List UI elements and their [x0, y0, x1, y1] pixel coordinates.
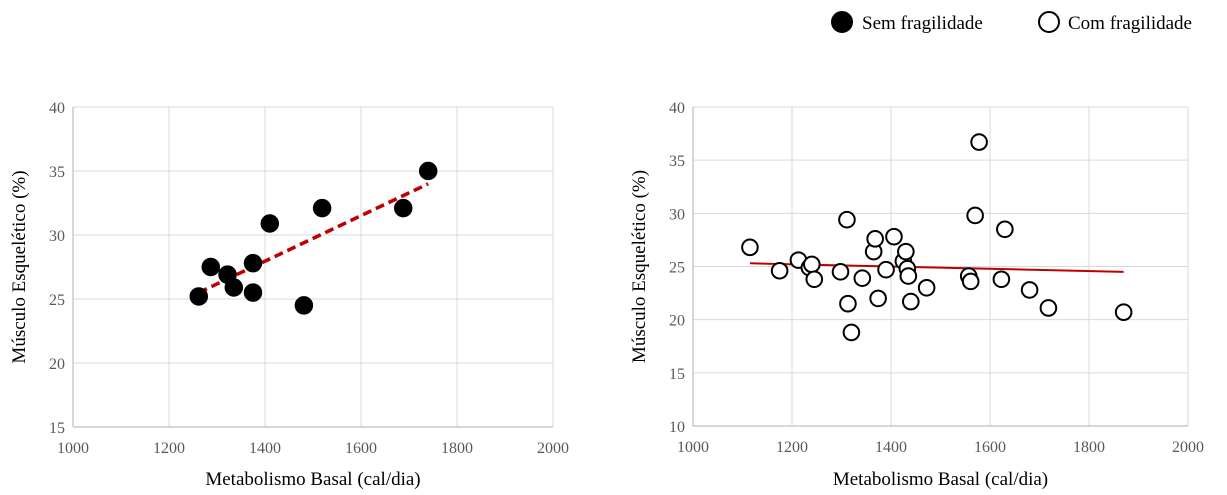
- x-tick-label: 1200: [153, 440, 185, 457]
- y-tick-label: 15: [49, 420, 65, 437]
- y-tick-label: 10: [669, 419, 685, 436]
- data-point: [312, 198, 332, 218]
- data-point: [770, 261, 789, 280]
- data-point: [966, 206, 984, 225]
- data-point: [877, 260, 895, 279]
- data-point: [897, 242, 915, 261]
- data-point: [243, 283, 263, 302]
- x-tick-label: 1600: [345, 440, 377, 457]
- data-point: [741, 238, 759, 257]
- y-tick-label: 20: [49, 356, 65, 373]
- x-tick-label: 1000: [57, 440, 89, 457]
- data-point: [869, 289, 887, 308]
- data-point: [996, 220, 1014, 239]
- data-point: [917, 278, 936, 297]
- trendline: [198, 182, 429, 295]
- data-point: [418, 161, 438, 181]
- legend-marker-com-fragilidade: [1038, 11, 1060, 33]
- legend: Sem fragilidade Com fragilidade: [831, 11, 1192, 34]
- x-tick-label: 1600: [974, 439, 1006, 456]
- data-point: [831, 263, 850, 281]
- data-point: [1020, 281, 1039, 299]
- y-tick-label: 25: [49, 292, 65, 309]
- x-tick-label: 1000: [677, 439, 709, 456]
- y-tick-label: 15: [669, 366, 685, 383]
- data-point: [866, 230, 884, 248]
- data-point: [992, 270, 1011, 289]
- legend-marker-sem-fragilidade: [831, 11, 853, 33]
- x-tick-label: 1400: [249, 440, 281, 457]
- x-tick-label: 2000: [537, 440, 569, 457]
- data-point: [1039, 299, 1058, 317]
- data-point: [838, 210, 856, 229]
- x-axis-title: Metabolismo Basal (cal/dia): [205, 469, 420, 490]
- y-tick-label: 30: [669, 206, 685, 223]
- y-axis-title: Músculo Esquelético (%): [629, 170, 650, 363]
- x-tick-label: 1400: [875, 439, 907, 456]
- data-point: [189, 287, 209, 306]
- data-point: [839, 294, 857, 313]
- data-point: [842, 323, 861, 342]
- data-point: [899, 267, 918, 285]
- data-point: [970, 133, 988, 151]
- y-tick-label: 25: [669, 260, 685, 277]
- x-tick-label: 1800: [441, 440, 473, 457]
- x-tick-label: 1800: [1073, 439, 1105, 456]
- y-axis-title: Músculo Esquelético (%): [9, 170, 30, 363]
- x-tick-label: 2000: [1172, 439, 1204, 456]
- data-point: [885, 227, 903, 246]
- data-point: [902, 292, 920, 311]
- data-point: [853, 269, 872, 287]
- x-tick-label: 1200: [776, 439, 808, 456]
- data-point: [805, 270, 824, 289]
- data-point: [961, 272, 980, 291]
- chart-sem-fragilidade: 1000 1200 1400 1600 1800 2000 15 20 25 30 35 40 Meta…: [9, 100, 569, 490]
- data-point: [201, 257, 221, 277]
- y-tick-label: 35: [49, 164, 65, 181]
- y-tick-label: 20: [669, 313, 685, 330]
- y-tick-label: 30: [49, 228, 65, 245]
- y-tick-label: 35: [669, 153, 685, 170]
- data-point: [803, 255, 821, 274]
- y-tick-label: 40: [669, 100, 685, 117]
- data-point: [393, 198, 413, 218]
- data-point: [243, 253, 263, 273]
- data-point: [224, 278, 244, 297]
- legend-label-com-fragilidade: Com fragilidade: [1068, 13, 1192, 34]
- data-point: [1114, 303, 1133, 322]
- y-tick-label: 40: [49, 100, 65, 117]
- data-point: [260, 214, 280, 233]
- x-axis-title: Metabolismo Basal (cal/dia): [833, 469, 1048, 490]
- legend-label-sem-fragilidade: Sem fragilidade: [862, 13, 983, 34]
- chart-com-fragilidade: 1000 1200 1400 1600 1800 2000 10 15 20 25 30 35 40 Me…: [629, 100, 1204, 490]
- data-point: [294, 296, 314, 315]
